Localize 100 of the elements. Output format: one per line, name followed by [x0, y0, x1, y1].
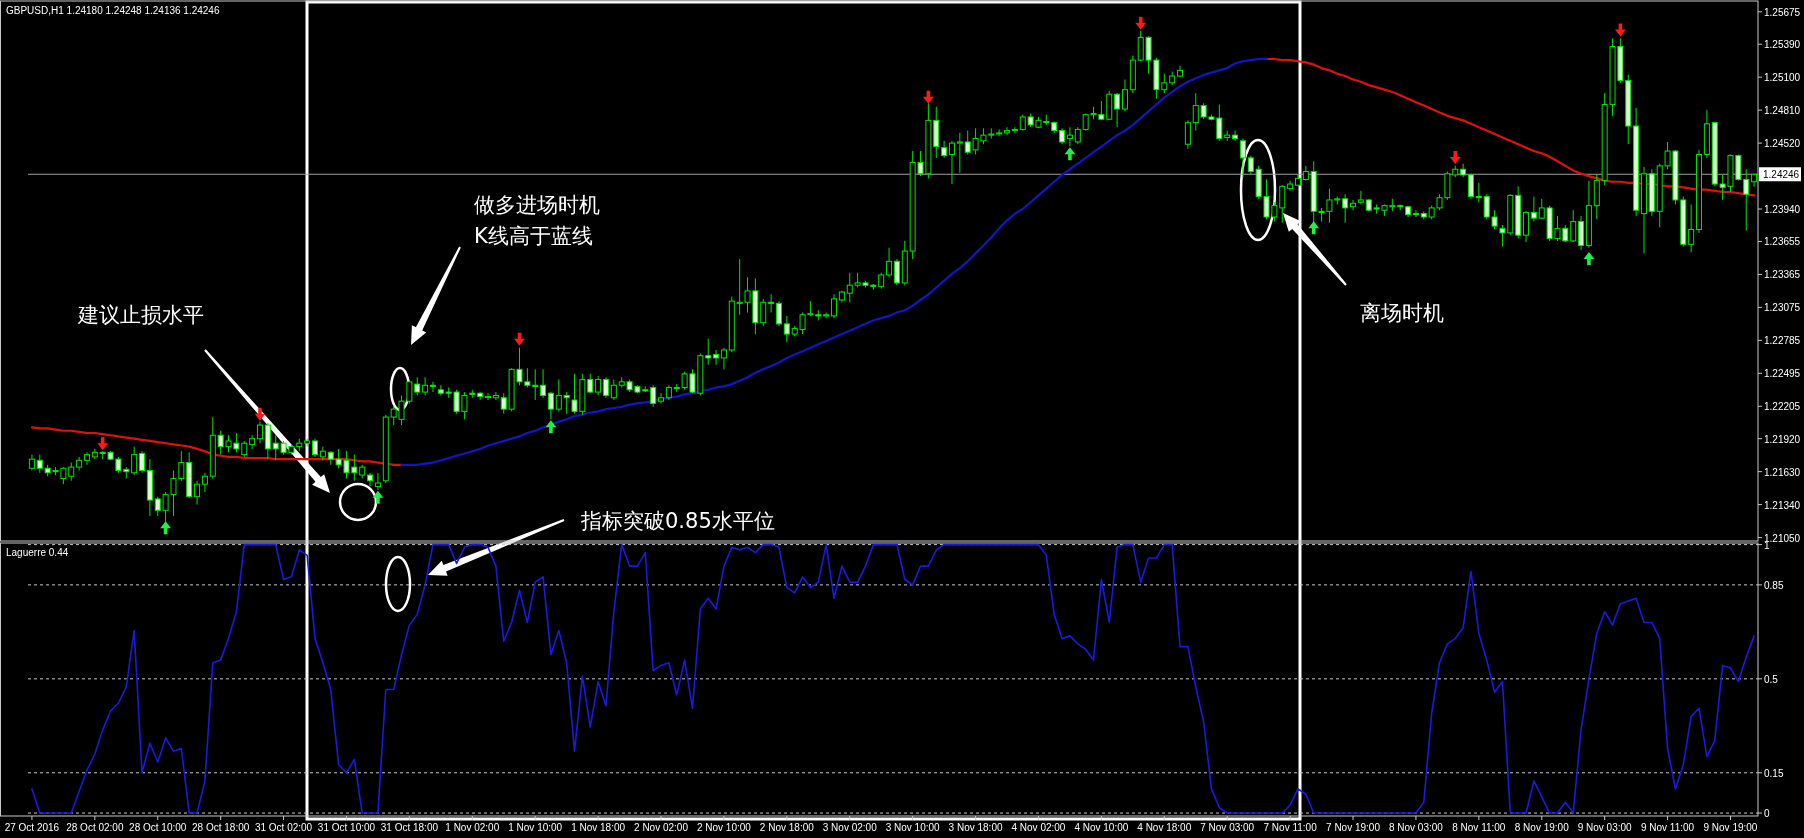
x-tick-label: 28 Oct 02:00 — [66, 822, 124, 833]
y-tick-label: 0.15 — [1764, 767, 1784, 779]
candlestick — [1011, 126, 1018, 134]
candlestick — [1570, 209, 1577, 243]
annotation: 离场时机 — [1360, 301, 1444, 325]
x-tick-label: 2 Nov 02:00 — [634, 822, 689, 833]
line-series — [400, 57, 1268, 466]
candlestick — [139, 450, 146, 474]
candlestick — [264, 422, 271, 460]
candlestick — [312, 438, 319, 458]
candlestick — [1232, 130, 1239, 142]
candlestick — [1184, 119, 1191, 150]
y-tick-label: 1.24520 — [1764, 138, 1801, 150]
point — [1583, 251, 1595, 265]
x-tick-label: 1 Nov 02:00 — [445, 822, 500, 833]
y-tick-label: 0.5 — [1764, 673, 1779, 685]
x-tick-label: 3 Nov 02:00 — [822, 822, 878, 833]
candlestick — [893, 258, 900, 286]
candlestick — [610, 379, 617, 401]
candlestick — [720, 347, 727, 370]
y-tick-label: 1.23075 — [1764, 302, 1801, 314]
candlestick — [783, 315, 790, 343]
x-tick-label: 8 Nov 11:00 — [1452, 822, 1506, 833]
x-tick-label: 2 Nov 10:00 — [696, 822, 752, 833]
x-tick-label: 31 Oct 02:00 — [254, 822, 313, 833]
annotation: 建议止损水平 — [77, 303, 204, 327]
x-tick-label: 1 Nov 18:00 — [571, 822, 626, 833]
y-tick-label: 1.23940 — [1764, 204, 1801, 216]
y-tick-label: 1.24810 — [1764, 105, 1801, 117]
x-tick-label: 28 Oct 18:00 — [192, 822, 250, 833]
candlestick — [1004, 126, 1011, 136]
point — [372, 490, 384, 504]
point — [97, 437, 109, 451]
point — [1308, 221, 1320, 235]
y-tick-label: 1.21340 — [1764, 499, 1801, 511]
candlestick — [713, 349, 720, 366]
candlestick — [941, 140, 948, 159]
candlestick — [768, 293, 775, 313]
x-tick-label: 4 Nov 02:00 — [1011, 822, 1066, 833]
candlestick — [1467, 173, 1474, 200]
y-tick-label: 1.25675 — [1764, 6, 1801, 18]
candlestick — [1350, 199, 1357, 211]
x-tick-label: 28 Oct 10:00 — [129, 822, 187, 833]
y-tick-label: 1.22785 — [1764, 335, 1801, 347]
x-tick-label: 4 Nov 10:00 — [1074, 822, 1129, 833]
candlestick — [540, 368, 547, 399]
x-tick-label: 1 Nov 10:00 — [508, 822, 563, 833]
point — [1135, 16, 1147, 30]
candlestick — [1066, 126, 1073, 148]
point — [514, 332, 525, 346]
candlestick — [1342, 193, 1349, 224]
candlestick — [956, 132, 963, 174]
y-tick-label: 0.85 — [1764, 579, 1784, 591]
chart-title: Laguerre 0.44 — [6, 547, 69, 558]
candlestick — [1743, 168, 1750, 232]
y-tick-label: 1.21630 — [1764, 466, 1801, 478]
x-tick-label: 2 Nov 18:00 — [759, 822, 815, 833]
annotation: 做多进场时机 — [474, 193, 600, 217]
y-tick-label: 1.22205 — [1764, 401, 1801, 413]
candlestick — [1121, 78, 1128, 112]
candlestick — [1247, 155, 1254, 175]
x-tick-label: 7 Nov 19:00 — [1326, 822, 1381, 833]
x-tick-label: 9 Nov 19:00 — [1703, 822, 1758, 833]
candlestick — [485, 392, 492, 401]
x-tick-label: 9 Nov 11:00 — [1640, 822, 1695, 833]
x-tick-label: 9 Nov 03:00 — [1577, 822, 1633, 833]
y-tick-label: 1.22495 — [1764, 368, 1801, 380]
point — [545, 420, 557, 434]
candlestick — [1357, 190, 1364, 205]
candlestick — [1530, 196, 1537, 223]
candlestick — [256, 421, 263, 444]
candlestick — [1114, 92, 1121, 128]
candlestick — [948, 140, 955, 185]
candlestick — [429, 381, 436, 393]
candlestick — [705, 338, 712, 366]
y-tick-label: 0 — [1764, 808, 1770, 820]
candlestick — [650, 384, 657, 408]
candlestick — [1239, 138, 1246, 178]
y-tick-label: 1.23655 — [1764, 236, 1801, 248]
candlestick — [1578, 215, 1585, 251]
candlestick — [249, 434, 256, 450]
candlestick — [1688, 203, 1695, 253]
x-tick-label: 7 Nov 11:00 — [1263, 822, 1318, 833]
candlestick — [131, 446, 138, 476]
x-tick-label: 3 Nov 18:00 — [948, 822, 1003, 833]
candlestick — [658, 392, 665, 404]
candlestick — [1523, 210, 1530, 243]
point — [1064, 147, 1076, 161]
x-tick-label: 7 Nov 03:00 — [1200, 822, 1255, 833]
x-tick-label: 8 Nov 19:00 — [1514, 822, 1570, 833]
x-tick-label: 3 Nov 10:00 — [885, 822, 941, 833]
candlestick — [194, 480, 201, 506]
candlestick — [547, 391, 554, 420]
candlestick — [1475, 182, 1482, 203]
candlestick — [492, 391, 499, 401]
candlestick — [555, 379, 562, 412]
y-tick-label: 1.23365 — [1764, 269, 1801, 281]
point — [1449, 150, 1461, 164]
chart-title: GBPUSD,H1 1.24180 1.24248 1.24136 1.24246 — [6, 5, 220, 16]
candlestick — [775, 300, 782, 327]
